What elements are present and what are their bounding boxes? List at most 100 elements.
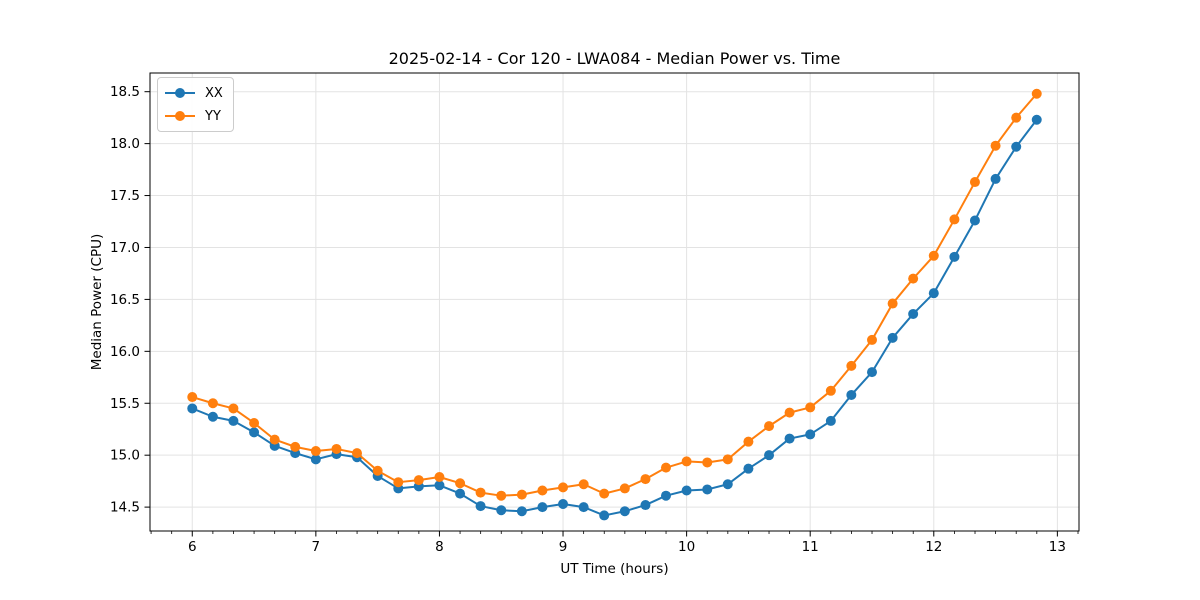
series-marker-yy [578,479,589,490]
series-marker-yy [352,448,363,459]
series-marker-xx [908,308,919,319]
y-tick-label: 14.5 [110,500,140,516]
series-marker-xx [969,215,980,226]
series-marker-yy [537,485,548,496]
series-marker-xx [805,429,816,440]
series-marker-yy [660,462,671,473]
x-tick-label: 13 [1049,539,1066,555]
y-tick-label: 17.5 [110,188,140,204]
series-marker-xx [846,389,857,400]
series-marker-xx [640,500,651,511]
y-tick-label: 16.5 [110,292,140,308]
plot-border [149,72,1080,532]
legend-item-xx: XX [163,83,223,103]
series-marker-xx [249,427,260,438]
series-marker-yy [310,446,321,457]
x-tick-label: 9 [559,539,568,555]
series-marker-xx [228,415,239,426]
series-marker-xx [207,411,218,422]
x-tick-label: 6 [188,539,197,555]
series-marker-yy [475,487,486,498]
series-marker-yy [969,177,980,188]
series-marker-yy [207,398,218,409]
series-marker-yy [269,434,280,445]
series-marker-xx [1031,114,1042,125]
series-marker-xx [660,490,671,501]
series-marker-yy [1011,112,1022,123]
series-marker-yy [702,457,713,468]
x-tick-label: 7 [312,539,321,555]
chart-title: 2025-02-14 - Cor 120 - LWA084 - Median P… [388,49,841,68]
y-axis-label-text: Median Power (CPU) [89,233,105,371]
series-marker-xx [764,450,775,461]
series-marker-xx [743,463,754,474]
series-marker-yy [928,250,939,261]
series-marker-xx [434,480,445,491]
series-marker-xx [187,403,198,414]
series-marker-yy [290,441,301,452]
series-marker-xx [990,173,1001,184]
y-tick-label: 16.0 [110,344,140,360]
series-marker-xx [619,506,630,517]
y-tick-label: 15.5 [110,396,140,412]
series-marker-yy [434,471,445,482]
series-marker-xx [784,433,795,444]
series-marker-yy [887,298,898,309]
series-marker-yy [413,475,424,486]
y-tick-label: 15.0 [110,448,140,464]
yy-line-marker-icon [165,111,195,121]
series-marker-xx [558,498,569,509]
series-marker-yy [681,456,692,467]
series-marker-yy [722,454,733,465]
series-marker-yy [743,436,754,447]
xx-line-marker-icon [165,88,195,98]
series-marker-yy [496,490,507,501]
series-marker-xx [928,288,939,299]
x-tick-label: 10 [678,539,695,555]
series-marker-yy [516,489,527,500]
series-marker-xx [455,488,466,499]
y-tick-label: 18.0 [110,136,140,152]
series-marker-yy [599,488,610,499]
series-marker-yy [866,334,877,345]
x-axis-label: UT Time (hours) [560,561,669,577]
series-marker-yy [764,421,775,432]
series-marker-yy [805,402,816,413]
series-marker-yy [372,465,383,476]
series-marker-xx [949,251,960,262]
series-marker-yy [228,403,239,414]
x-tick-label: 8 [435,539,444,555]
series-marker-yy [1031,88,1042,99]
series-marker-yy [825,385,836,396]
series-marker-yy [393,477,404,488]
series-marker-xx [496,505,507,516]
series-marker-yy [249,417,260,428]
series-marker-yy [846,360,857,371]
legend-label-xx: XX [205,85,223,101]
series-marker-xx [537,502,548,513]
series-marker-yy [187,392,198,403]
series-marker-xx [702,484,713,495]
series-marker-xx [578,502,589,513]
series-marker-xx [722,479,733,490]
series-marker-xx [887,332,898,343]
series-marker-yy [990,140,1001,151]
series-marker-xx [310,454,321,465]
series-marker-xx [681,485,692,496]
series-marker-yy [640,474,651,485]
series-marker-xx [599,510,610,521]
y-tick-label: 17.0 [110,240,140,256]
series-marker-yy [784,407,795,418]
series-marker-xx [475,501,486,512]
legend-item-yy: YY [163,106,223,126]
series-marker-yy [558,482,569,493]
legend-label-yy: YY [205,108,221,124]
series-marker-yy [331,443,342,454]
series-marker-yy [455,478,466,489]
series-marker-yy [949,214,960,225]
x-tick-label: 11 [802,539,819,555]
series-marker-xx [516,506,527,517]
series-marker-xx [825,415,836,426]
